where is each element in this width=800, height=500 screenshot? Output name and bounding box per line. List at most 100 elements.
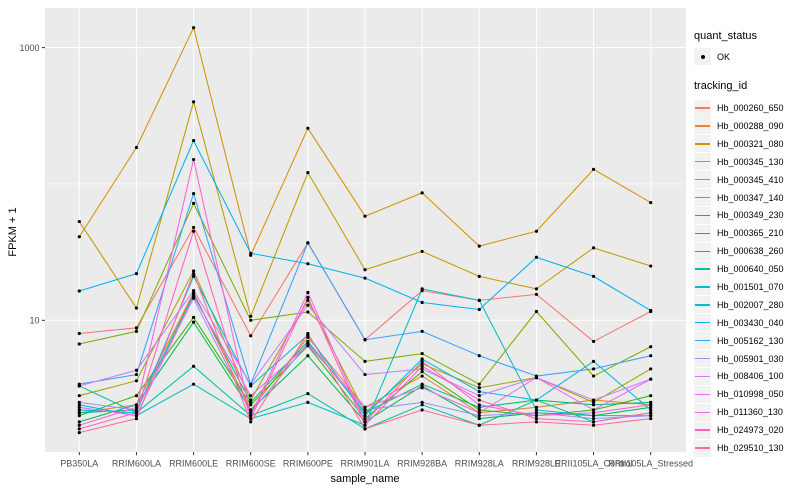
data-point (363, 411, 367, 415)
legend-key (694, 189, 711, 207)
data-point (477, 423, 481, 427)
legend-key (694, 242, 711, 260)
data-point (249, 334, 253, 338)
data-point (420, 359, 424, 363)
data-point (534, 287, 539, 291)
data-point (191, 315, 196, 320)
data-point (77, 414, 81, 418)
legend-item: Hb_008406_100 (694, 367, 784, 385)
data-point (649, 403, 653, 407)
data-point (534, 420, 539, 424)
x-tick-label: RRIM600LE (169, 459, 218, 469)
data-point (591, 398, 596, 402)
legend-key (694, 260, 711, 278)
data-point (306, 392, 310, 396)
legend-item: Hb_000345_410 (694, 171, 784, 189)
data-point (591, 417, 596, 421)
data-point (591, 411, 596, 415)
data-point (191, 157, 196, 162)
data-point (249, 400, 253, 404)
data-point (134, 405, 139, 409)
data-point (306, 335, 310, 339)
data-point (191, 229, 196, 233)
data-point (249, 414, 253, 418)
line-swatch-icon (695, 304, 710, 306)
data-point (534, 309, 539, 314)
data-point (306, 331, 310, 336)
y-axis-title: FPKM + 1 (7, 207, 19, 256)
x-tick-label: RRIM600SE (226, 459, 276, 469)
line-swatch-icon (695, 161, 710, 163)
data-point (191, 100, 196, 104)
data-point (134, 326, 139, 330)
data-point (191, 272, 196, 276)
data-point (477, 405, 481, 409)
data-point (363, 372, 367, 377)
data-point (420, 374, 424, 378)
data-point (420, 249, 424, 254)
data-point (649, 405, 653, 409)
line-swatch-icon (695, 268, 710, 270)
legend-item: Hb_000349_230 (694, 206, 784, 224)
line-swatch-icon (695, 143, 710, 145)
data-point (591, 400, 596, 404)
data-point (477, 386, 481, 390)
legend-key (694, 385, 711, 403)
legend-item-label: Hb_002007_280 (717, 299, 784, 310)
data-point (77, 219, 81, 224)
data-point (649, 414, 653, 418)
legend-key (694, 367, 711, 385)
legend-key (694, 314, 711, 332)
legend-item: Hb_024973_020 (694, 421, 784, 439)
data-point (534, 405, 539, 409)
data-point (134, 408, 139, 412)
data-point (649, 367, 653, 371)
data-point (191, 382, 196, 386)
data-point (249, 251, 253, 255)
line-swatch-icon (695, 357, 710, 360)
legend-item: Hb_000640_050 (694, 260, 784, 278)
legend-item-label: Hb_000260_650 (717, 103, 784, 114)
x-tick-label: RRIM901LA (340, 459, 389, 469)
data-point (249, 417, 253, 421)
data-point (477, 398, 481, 402)
data-point (591, 359, 596, 363)
line-swatch-icon (695, 447, 710, 449)
legend-key (694, 206, 711, 224)
data-point (134, 372, 139, 377)
data-point (363, 414, 367, 418)
data-point (77, 408, 81, 412)
line-swatch-icon (695, 214, 710, 217)
data-point (420, 382, 424, 386)
line-swatch-icon (695, 429, 710, 431)
legend-item-label: Hb_000345_410 (717, 174, 784, 185)
data-point (591, 246, 596, 250)
data-point (191, 320, 196, 324)
legend-item: Hb_000365_210 (694, 224, 784, 242)
legend-item-label: Hb_000347_140 (717, 192, 784, 203)
legend-item-label: Hb_000365_210 (717, 228, 784, 239)
data-point (191, 294, 196, 298)
legend-item-label: Hb_003430_040 (717, 317, 784, 328)
data-point (363, 268, 367, 272)
data-point (191, 26, 196, 30)
legend-title-quant-status: quant_status (694, 30, 757, 42)
data-point (306, 295, 310, 300)
data-point (306, 310, 310, 314)
x-tick-label: RRIM600LA (112, 459, 161, 469)
data-point (591, 374, 596, 378)
data-point (191, 269, 196, 273)
data-point (134, 329, 139, 333)
line-swatch-icon (695, 393, 710, 396)
data-point (134, 379, 139, 383)
data-point (477, 307, 481, 312)
legend-item-label: Hb_000349_230 (717, 210, 784, 221)
data-point (134, 411, 139, 415)
y-tick-label: 1000 (19, 43, 39, 53)
data-point (191, 191, 196, 196)
data-point (77, 394, 81, 398)
line-swatch-icon (695, 339, 710, 342)
data-point (249, 403, 253, 407)
data-point (306, 400, 310, 404)
